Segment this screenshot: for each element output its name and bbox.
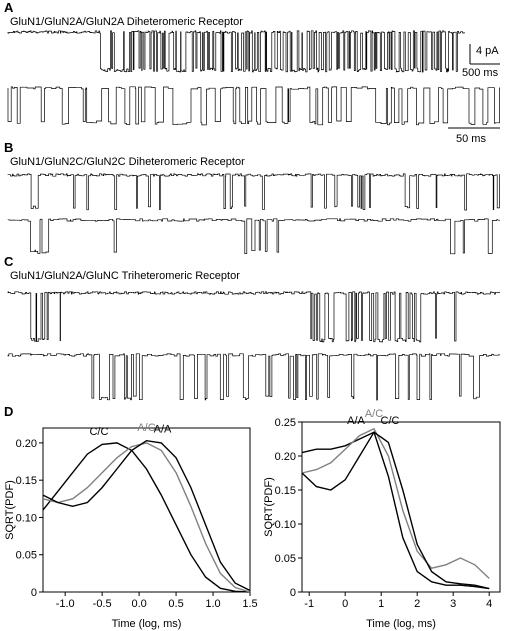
current-trace xyxy=(7,353,500,401)
panel-label: B xyxy=(4,140,13,155)
panel-title: GluN1/GluN2A/GluN2A Diheteromeric Recept… xyxy=(10,16,243,28)
x-tick-label: -1 xyxy=(304,598,314,610)
current-trace xyxy=(7,86,500,126)
y-tick-label: 0.15 xyxy=(275,485,296,497)
traces xyxy=(7,30,500,401)
x-tick-label: 0.5 xyxy=(168,598,183,610)
y-axis-label: SQRT(PDF) xyxy=(4,480,16,540)
y-tick-label: 0 xyxy=(31,587,37,599)
x-tick-label: 2 xyxy=(414,598,420,610)
series-line xyxy=(42,442,251,593)
x-tick-label: 0.0 xyxy=(131,598,146,610)
scale-label: 500 ms xyxy=(462,67,499,79)
series-line xyxy=(301,431,490,590)
current-trace xyxy=(7,291,500,343)
x-axis-label: Time (log, ms) xyxy=(366,618,436,630)
current-trace xyxy=(7,30,465,73)
series-label: A/C xyxy=(137,422,155,434)
series-label: A/A xyxy=(154,424,172,436)
panel-title: GluN1/GluN2A/GluNC Triheteromeric Recept… xyxy=(10,270,240,282)
series-label: A/A xyxy=(347,415,365,427)
series-line xyxy=(42,442,251,593)
series-line xyxy=(42,439,251,592)
scale-label: 4 pA xyxy=(476,45,499,57)
y-tick-label: 0 xyxy=(290,587,296,599)
x-axis-label: Time (log, ms) xyxy=(112,618,182,630)
x-tick-label: 3 xyxy=(450,598,456,610)
series-line xyxy=(301,431,490,590)
y-tick-label: 0.20 xyxy=(16,438,37,450)
y-tick-label: 0.05 xyxy=(275,553,296,565)
panel-label: A xyxy=(4,0,14,15)
x-tick-label: 0 xyxy=(342,598,348,610)
x-tick-label: -0.5 xyxy=(93,598,112,610)
series-label: C/C xyxy=(89,426,108,438)
current-trace xyxy=(7,173,500,211)
plot-frame xyxy=(42,427,251,593)
y-tick-label: 0.20 xyxy=(275,451,296,463)
panel-label: D xyxy=(4,404,13,419)
x-tick-label: 1 xyxy=(378,598,384,610)
x-tick-label: 1.0 xyxy=(205,598,220,610)
panel-title: GluN1/GluN2C/GluN2C Diheteromeric Recept… xyxy=(10,156,245,168)
y-tick-label: 0.05 xyxy=(16,550,37,562)
series-line xyxy=(301,427,490,579)
x-tick-label: -1.0 xyxy=(56,598,75,610)
x-tick-label: 1.5 xyxy=(242,598,257,610)
x-tick-label: 4 xyxy=(486,598,492,610)
y-tick-label: 0.25 xyxy=(275,417,296,429)
scale-label: 50 ms xyxy=(456,133,486,145)
series-label: C/C xyxy=(381,415,400,427)
y-axis-label: SQRT(PDF) xyxy=(263,477,275,537)
plot-frame xyxy=(301,421,501,593)
panel-label: C xyxy=(4,254,14,269)
y-tick-label: 0.15 xyxy=(16,475,37,487)
series-label: A/C xyxy=(365,408,383,420)
y-tick-label: 0.10 xyxy=(275,519,296,531)
y-tick-label: 0.10 xyxy=(16,512,37,524)
current-trace xyxy=(7,218,500,255)
